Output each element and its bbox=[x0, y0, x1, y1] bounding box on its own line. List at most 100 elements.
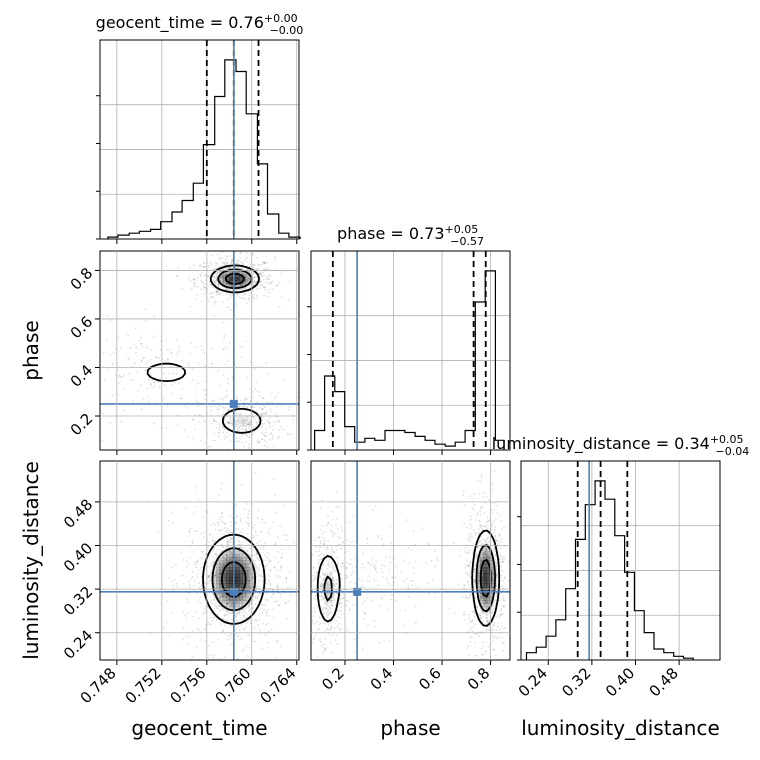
sample-point bbox=[237, 550, 240, 552]
sample-point bbox=[140, 342, 143, 345]
sample-point bbox=[300, 624, 302, 626]
sample-point bbox=[218, 432, 221, 434]
sample-point bbox=[224, 558, 227, 560]
sample-point bbox=[238, 429, 241, 431]
sample-point bbox=[511, 574, 513, 576]
density-cell bbox=[222, 593, 227, 598]
sample-point bbox=[226, 603, 229, 606]
sample-point bbox=[193, 283, 196, 286]
sample-point bbox=[153, 404, 156, 407]
sample-point bbox=[329, 572, 332, 575]
sample-point bbox=[217, 412, 220, 415]
sample-point bbox=[209, 623, 212, 626]
density-cell bbox=[239, 420, 243, 424]
sample-point bbox=[208, 541, 211, 543]
sample-point bbox=[243, 292, 246, 295]
sample-point bbox=[473, 641, 476, 644]
sample-point bbox=[239, 661, 241, 663]
sample-point bbox=[351, 621, 354, 624]
sample-point bbox=[143, 356, 145, 359]
density-cell bbox=[242, 596, 247, 601]
sample-point bbox=[199, 566, 202, 569]
sample-point bbox=[258, 548, 261, 550]
sample-point bbox=[335, 589, 338, 592]
sample-point bbox=[219, 572, 221, 575]
density-cell bbox=[476, 583, 481, 588]
sample-point bbox=[473, 609, 476, 612]
density-cell bbox=[480, 593, 484, 598]
sample-point bbox=[244, 414, 247, 416]
sample-point bbox=[144, 362, 147, 365]
sample-point bbox=[213, 420, 215, 423]
sample-point bbox=[222, 348, 225, 351]
sample-point bbox=[320, 586, 323, 588]
density-cell bbox=[239, 600, 243, 604]
sample-point bbox=[469, 635, 471, 638]
sample-point bbox=[474, 519, 477, 522]
sample-point bbox=[140, 342, 143, 345]
sample-point bbox=[116, 393, 119, 396]
sample-point bbox=[263, 294, 266, 297]
sample-point bbox=[230, 422, 233, 425]
sample-point bbox=[271, 392, 273, 395]
sample-point bbox=[248, 447, 251, 450]
y-axis-label: phase bbox=[19, 320, 43, 380]
sample-point bbox=[230, 270, 233, 273]
contour-line bbox=[202, 533, 266, 625]
sample-point bbox=[266, 266, 269, 269]
sample-point bbox=[338, 610, 341, 613]
density-cell bbox=[239, 414, 243, 418]
sample-point bbox=[263, 603, 266, 606]
sample-point bbox=[135, 346, 138, 349]
sample-point bbox=[225, 254, 228, 257]
sample-point bbox=[219, 291, 222, 294]
sample-point bbox=[204, 283, 207, 285]
density-panel bbox=[100, 461, 299, 663]
sample-point bbox=[210, 363, 213, 365]
sample-point bbox=[215, 273, 218, 276]
sample-point bbox=[227, 298, 230, 301]
sample-point bbox=[240, 420, 243, 423]
sample-point bbox=[210, 263, 213, 266]
density-cell bbox=[242, 270, 247, 275]
sample-point bbox=[213, 654, 216, 657]
sample-point bbox=[264, 633, 267, 636]
sample-point bbox=[258, 574, 260, 577]
sample-point bbox=[336, 592, 339, 595]
sample-point bbox=[246, 557, 249, 560]
sample-point bbox=[474, 596, 477, 599]
sample-point bbox=[218, 562, 221, 565]
sample-point bbox=[482, 556, 485, 558]
sample-point bbox=[468, 552, 470, 555]
sample-point bbox=[436, 559, 439, 562]
sample-point bbox=[486, 516, 489, 519]
sample-point bbox=[214, 528, 217, 531]
sample-point bbox=[221, 413, 224, 416]
sample-point bbox=[490, 612, 493, 615]
sample-point bbox=[333, 618, 336, 621]
sample-point bbox=[209, 292, 212, 295]
sample-point bbox=[253, 276, 256, 278]
sample-point bbox=[144, 308, 147, 311]
sample-point bbox=[188, 545, 191, 548]
sample-point bbox=[492, 634, 495, 637]
sample-point bbox=[258, 619, 261, 622]
sample-point bbox=[260, 416, 263, 418]
sample-point bbox=[185, 565, 188, 568]
sample-point bbox=[317, 555, 320, 557]
sample-point bbox=[132, 399, 134, 402]
sample-point bbox=[231, 541, 233, 544]
sample-point bbox=[45, 377, 47, 379]
sample-point bbox=[239, 543, 241, 546]
sample-point bbox=[115, 348, 117, 350]
sample-point bbox=[228, 422, 230, 425]
sample-point bbox=[252, 280, 255, 283]
y-axis-label: luminosity_distance bbox=[19, 461, 43, 660]
sample-point bbox=[327, 617, 330, 620]
sample-point bbox=[185, 618, 188, 620]
sample-point bbox=[304, 648, 306, 650]
sample-point bbox=[123, 374, 125, 377]
sample-point bbox=[90, 388, 92, 390]
sample-point bbox=[238, 612, 240, 615]
sample-point bbox=[481, 641, 484, 644]
